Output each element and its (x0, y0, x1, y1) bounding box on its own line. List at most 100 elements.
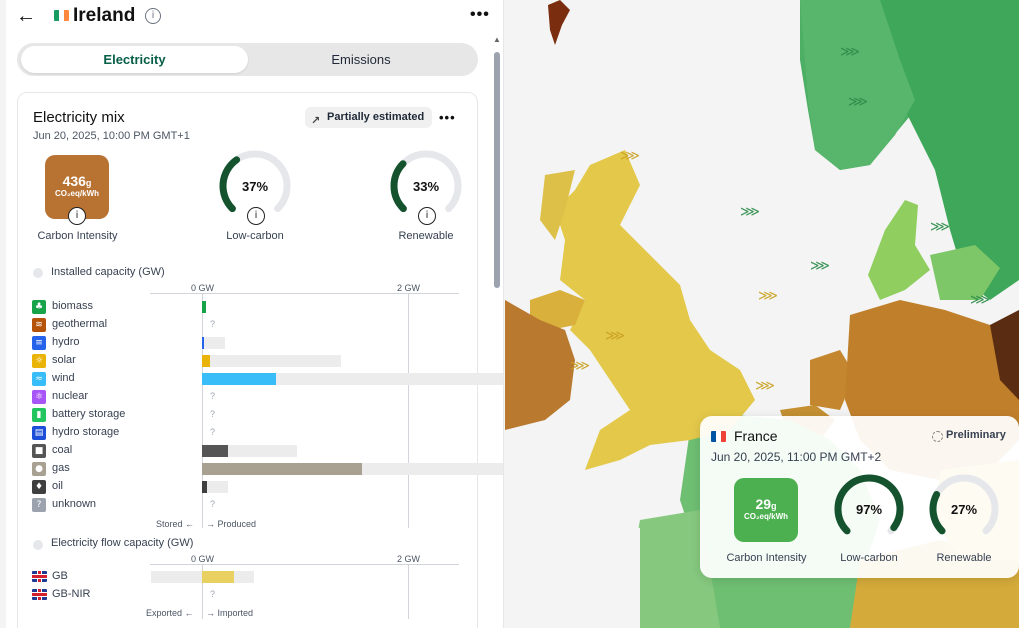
map-region-shetland (548, 0, 570, 45)
source-label: gas (52, 462, 70, 474)
gauge-fill (929, 490, 946, 535)
unknown-value-mark: ? (210, 427, 216, 437)
source-label: coal (52, 444, 73, 456)
capacity-row[interactable]: ≡ hydro (32, 335, 472, 351)
france-flag-icon (711, 431, 726, 442)
carbon-intensity-value: 436g (45, 173, 109, 189)
stored-label: Stored (156, 519, 183, 529)
tooltip-ci-value: 29g (734, 496, 798, 512)
partially-estimated-badge[interactable]: ↗ Partially estimated (305, 107, 433, 128)
unknown-value-mark: ? (210, 589, 216, 599)
tooltip-low-carbon-label: Low-carbon (840, 552, 898, 564)
capacity-row[interactable]: ☼ solar (32, 353, 472, 369)
low-carbon-info-icon[interactable]: i (247, 207, 265, 225)
card-more-icon[interactable]: ••• (439, 110, 456, 125)
flag-stripe (711, 431, 716, 442)
svg-text:⋙: ⋙ (570, 358, 590, 374)
flag-stripe (721, 431, 726, 442)
import-flow-bar (202, 571, 234, 583)
gauge-fill (834, 474, 904, 535)
tooltip-renewable-value: 27% (950, 502, 978, 517)
tab-electricity[interactable]: Electricity (21, 46, 248, 73)
scroll-up-arrow-icon[interactable]: ▲ (493, 35, 501, 44)
capacity-section-toggle[interactable] (33, 268, 43, 278)
renewable-label: Renewable (398, 230, 454, 242)
capacity-row[interactable]: ▤ hydro storage? (32, 425, 472, 441)
capacity-row[interactable]: ▮ battery storage? (32, 407, 472, 423)
more-options-icon[interactable]: ••• (470, 6, 490, 23)
capacity-row[interactable]: ≋ geothermal? (32, 317, 472, 333)
map-region-northern-ireland (530, 290, 585, 330)
svg-text:⋙: ⋙ (758, 288, 778, 304)
map-region-spain-edge (505, 470, 640, 628)
source-label: hydro storage (52, 426, 120, 438)
map-region-sweden (880, 0, 1019, 300)
tooltip-status: Preliminary (946, 429, 1006, 441)
flow-section-toggle[interactable] (33, 540, 43, 550)
unknown-value-mark: ? (210, 499, 216, 509)
low-carbon-value: 37% (241, 179, 269, 194)
capacity-row[interactable]: ⚛ nuclear? (32, 389, 472, 405)
svg-text:⋙: ⋙ (755, 378, 775, 394)
zone-title: Ireland (73, 5, 136, 26)
zone-tooltip: France Preliminary Jun 20, 2025, 11:00 P… (700, 416, 1019, 578)
production-bar (202, 445, 228, 457)
svg-text:⋙: ⋙ (810, 258, 830, 274)
tab-emissions[interactable]: Emissions (331, 52, 391, 67)
production-bar (202, 373, 277, 385)
info-icon[interactable]: i (145, 8, 161, 24)
flow-row[interactable]: GB (32, 569, 472, 585)
tooltip-low-carbon-value: 97% (855, 502, 883, 517)
tooltip-ci-unit: CO₂eq/kWh (744, 512, 788, 521)
tooltip-low-carbon-gauge (834, 474, 904, 535)
axis-line (150, 293, 459, 294)
flow-section-title: Electricity flow capacity (GW) (51, 537, 194, 549)
oil-icon: ♦ (32, 480, 46, 494)
carbon-intensity-info-icon[interactable]: i (68, 207, 86, 225)
map-region-netherlands (810, 350, 855, 410)
panel-header: ← Ireland i ••• (6, 0, 503, 34)
capacity-bar (202, 337, 225, 349)
axis-tick-label: 2 GW (397, 554, 421, 564)
svg-text:⋙: ⋙ (740, 204, 760, 220)
svg-text:⋙: ⋙ (840, 44, 860, 60)
renewable-value: 33% (412, 179, 440, 194)
flow-zone-label: GB (52, 570, 68, 582)
capacity-row[interactable]: ≈ wind (32, 371, 503, 387)
svg-text:⋙: ⋙ (848, 94, 868, 110)
preliminary-icon (932, 431, 943, 442)
flag-stripe (54, 10, 59, 21)
capacity-row[interactable]: ♦ oil (32, 479, 472, 495)
tooltip-country: France (734, 428, 778, 444)
tooltip-carbon-intensity-box: 29g CO₂eq/kWh (734, 478, 798, 542)
axis-tick-label: 2 GW (397, 283, 421, 293)
exported-legend: Exported ← (146, 608, 194, 618)
map-region-norway-south (800, 0, 915, 170)
panel-scrollbar[interactable]: ▲ (493, 36, 501, 628)
capacity-row[interactable]: ♣ biomass (32, 299, 472, 315)
scrollbar-thumb[interactable] (494, 52, 500, 288)
production-bar (202, 337, 205, 349)
badge-label: Partially estimated (327, 111, 425, 123)
sun-icon: ☼ (32, 354, 46, 368)
back-arrow-icon[interactable]: ← (16, 5, 36, 27)
renewable-info-icon[interactable]: i (418, 207, 436, 225)
source-label: solar (52, 354, 76, 366)
flow-row[interactable]: GB-NIR? (32, 587, 472, 603)
unknown-value-mark: ? (210, 409, 216, 419)
ireland-flag-icon (54, 10, 69, 21)
capacity-bar (202, 481, 228, 493)
tooltip-renewable-label: Renewable (936, 552, 992, 564)
capacity-row[interactable]: ? unknown? (32, 497, 472, 513)
capacity-row[interactable]: ■ coal (32, 443, 472, 459)
export-capacity-bar (150, 571, 202, 583)
card-title: Electricity mix (33, 109, 125, 126)
axis-line (150, 564, 459, 565)
imported-label: Imported (217, 608, 254, 618)
capacity-row[interactable]: ● gas (32, 461, 503, 477)
source-label: geothermal (52, 318, 108, 330)
map-region-france-south (620, 510, 720, 628)
plant-icon: ♣ (32, 300, 46, 314)
axis-gridline (202, 293, 203, 528)
source-label: biomass (52, 300, 93, 312)
